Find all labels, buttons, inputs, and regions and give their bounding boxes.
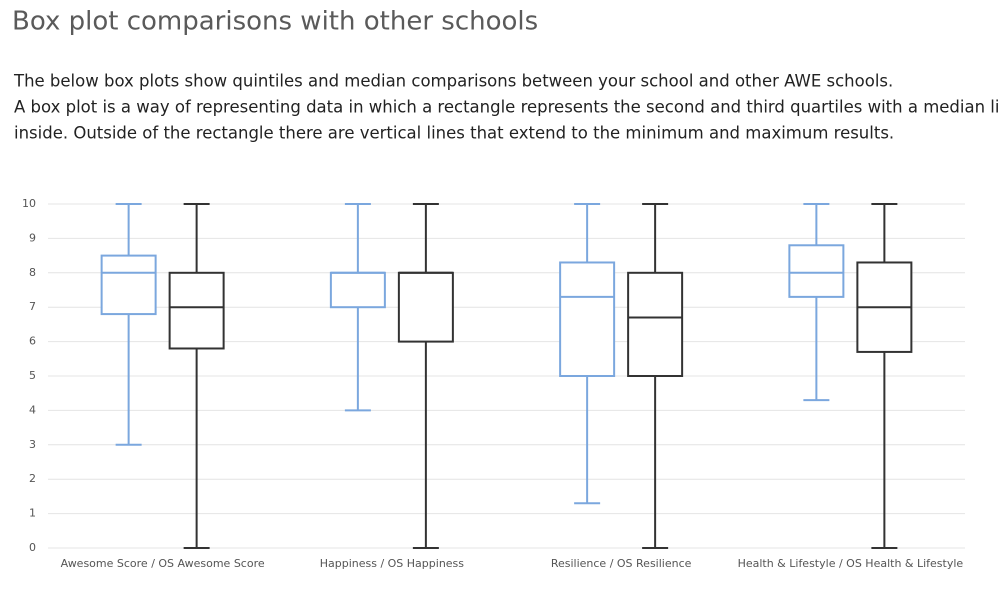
x-tick-label: Health & Lifestyle / OS Health & Lifesty… xyxy=(738,557,964,570)
y-tick-label: 6 xyxy=(29,335,36,348)
x-tick-label: Awesome Score / OS Awesome Score xyxy=(61,557,265,570)
box xyxy=(627,271,684,377)
box xyxy=(168,271,225,350)
y-tick-label: 7 xyxy=(29,300,36,313)
description: The below box plots show quintiles and m… xyxy=(13,72,893,91)
y-tick-label: 2 xyxy=(29,472,36,485)
box xyxy=(788,244,845,298)
description: inside. Outside of the rectangle there a… xyxy=(14,124,894,143)
box xyxy=(397,271,454,343)
box xyxy=(329,271,386,309)
box xyxy=(100,254,157,316)
box xyxy=(559,261,616,378)
y-tick-label: 1 xyxy=(29,507,36,520)
y-tick-label: 3 xyxy=(29,438,36,451)
x-tick-label: Happiness / OS Happiness xyxy=(320,557,465,570)
y-tick-label: 8 xyxy=(29,266,36,279)
x-tick-label: Resilience / OS Resilience xyxy=(551,557,692,570)
y-tick-label: 5 xyxy=(29,369,36,382)
description: A box plot is a way of representing data… xyxy=(14,98,1000,117)
y-tick-label: 0 xyxy=(29,541,36,554)
chart-title: Box plot comparisons with other schools xyxy=(12,7,538,37)
y-tick-label: 9 xyxy=(29,231,36,244)
y-tick-label: 4 xyxy=(29,403,36,416)
y-tick-label: 10 xyxy=(22,197,36,210)
